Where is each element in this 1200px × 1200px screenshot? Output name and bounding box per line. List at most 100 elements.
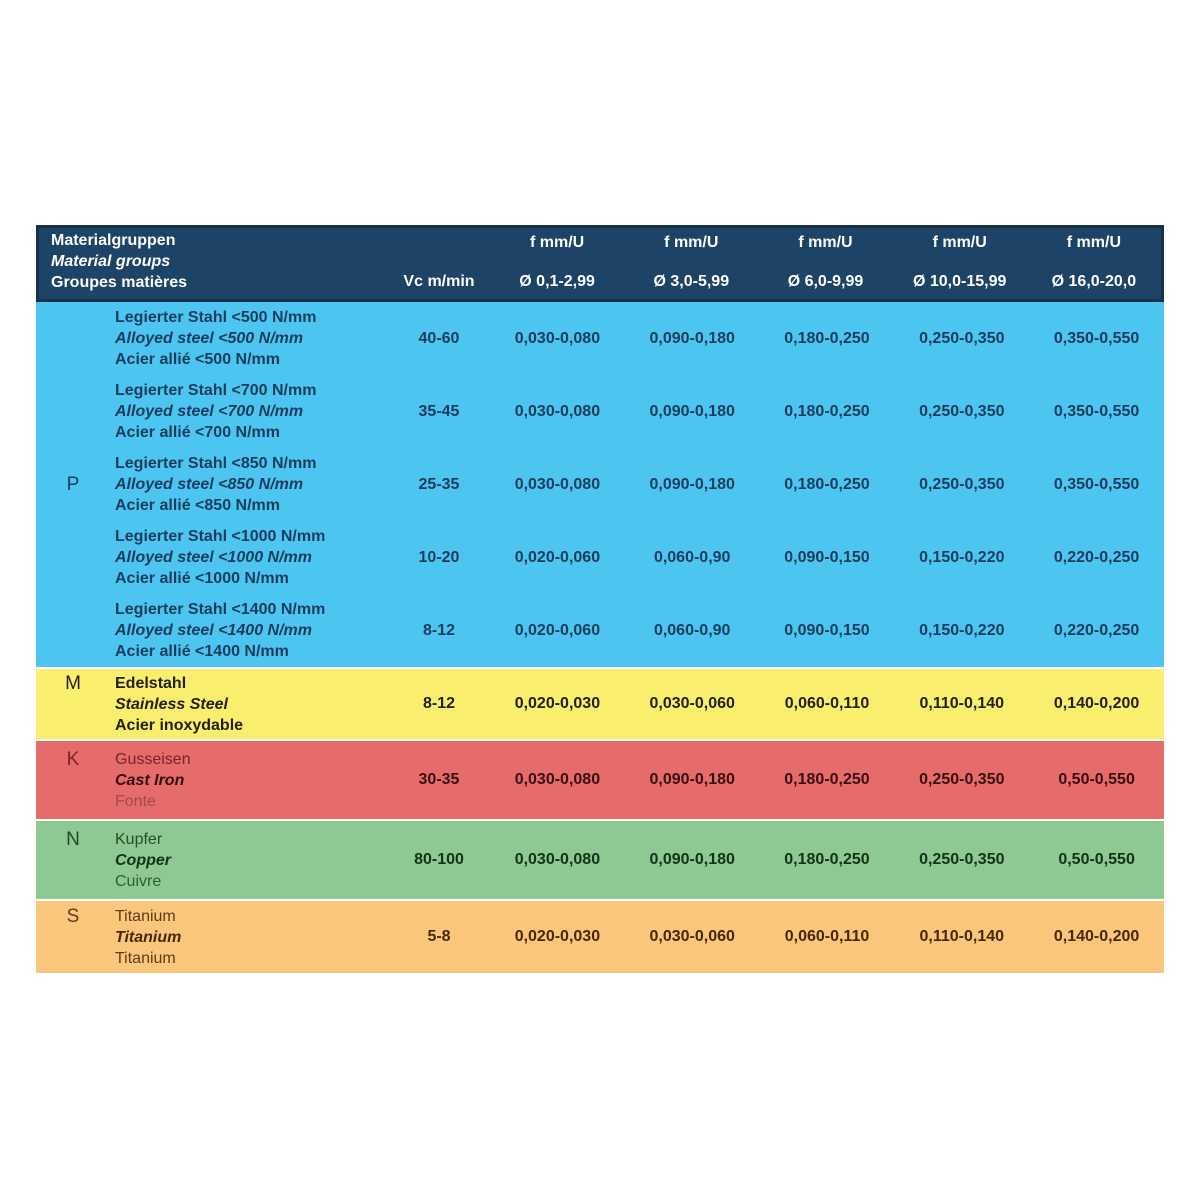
feed-value: 0,250-0,350 <box>919 329 1005 347</box>
feed-value: 0,090-0,150 <box>784 548 870 566</box>
material-name-fr: Titanium <box>115 949 176 967</box>
material-name-fr: Acier inoxydable <box>115 716 244 734</box>
diameter-range-label: Ø 6,0-9,99 <box>787 273 864 290</box>
group-letter: M <box>65 672 81 694</box>
feed-value: 0,110-0,140 <box>919 695 1005 712</box>
feed-value: 0,350-0,550 <box>1053 402 1140 420</box>
feed-value: 0,140-0,200 <box>1053 695 1140 712</box>
feed-value: 0,060-0,110 <box>784 695 870 712</box>
feed-column-header-4: f mm/U Ø 16,0-20,0 <box>1027 228 1161 299</box>
feed-value: 0,250-0,350 <box>919 851 1005 868</box>
material-names: Edelstahl Stainless Steel Acier inoxydable <box>110 669 388 739</box>
feed-value: 0,180-0,250 <box>784 851 870 868</box>
vc-value: 8-12 <box>422 695 456 712</box>
vc-value: 35-45 <box>418 402 460 420</box>
material-groups-heading: Materialgruppen Material groups Groupes … <box>39 228 388 299</box>
feed-value: 0,020-0,030 <box>514 695 601 712</box>
material-row: Legierter Stahl <500 N/mm Alloyed steel <… <box>110 302 1164 375</box>
material-name-fr: Acier allié <1400 N/mm <box>115 643 289 660</box>
feed-value: 0,180-0,250 <box>784 329 870 347</box>
material-names: Legierter Stahl <500 N/mm Alloyed steel <… <box>110 302 388 375</box>
material-name-fr: Acier allié <500 N/mm <box>115 351 280 368</box>
material-name-en: Titanium <box>115 928 182 946</box>
diameter-range-label: Ø 10,0-15,99 <box>912 273 1007 290</box>
material-name-en: Stainless Steel <box>115 695 228 713</box>
vc-column-header: Vc m/min <box>403 273 475 290</box>
feed-value: 0,150-0,220 <box>919 548 1005 566</box>
material-names: Legierter Stahl <700 N/mm Alloyed steel <… <box>110 375 388 448</box>
feed-value: 0,060-0,90 <box>653 548 731 566</box>
material-name-de: Edelstahl <box>115 674 187 692</box>
feed-value: 0,060-0,90 <box>653 621 731 639</box>
heading-fr: Groupes matières <box>51 274 188 291</box>
group-rows: Kupfer Copper Cuivre 80-100 0,030-0,080 0,090… <box>110 821 1164 899</box>
feed-value: 0,220-0,250 <box>1053 548 1140 566</box>
feed-unit-label: f mm/U <box>664 234 719 251</box>
feed-value: 0,030-0,080 <box>514 851 601 868</box>
feed-value: 0,250-0,350 <box>919 402 1005 420</box>
diameter-range-label: Ø 0,1-2,99 <box>519 273 595 290</box>
group-rows: Legierter Stahl <500 N/mm Alloyed steel <… <box>110 302 1164 667</box>
feed-value: 0,090-0,180 <box>649 329 735 347</box>
feed-value: 0,350-0,550 <box>1053 329 1140 347</box>
material-name-fr: Acier allié <1000 N/mm <box>115 570 289 587</box>
vc-value: 8-12 <box>422 621 456 639</box>
material-name-de: Legierter Stahl <850 N/mm <box>115 455 317 472</box>
feed-value: 0,090-0,180 <box>649 851 735 868</box>
diameter-range-label: Ø 3,0-5,99 <box>653 273 730 290</box>
material-name-de: Legierter Stahl <1000 N/mm <box>115 528 326 545</box>
material-row: Gusseisen Cast Iron Fonte 30-35 0,030-0,080 0… <box>110 741 1164 819</box>
section-S: S Titanium Titanium Titanium 5-8 0,020-0,030 0… <box>36 901 1164 973</box>
feed-column-header-1: f mm/U Ø 3,0-5,99 <box>624 228 758 299</box>
feed-value: 0,150-0,220 <box>919 621 1005 639</box>
feed-value: 0,090-0,180 <box>649 771 735 788</box>
material-row: Titanium Titanium Titanium 5-8 0,020-0,030 0,… <box>110 901 1164 973</box>
group-rows: Titanium Titanium Titanium 5-8 0,020-0,030 0,… <box>110 901 1164 973</box>
group-letter-cell: N <box>36 821 110 899</box>
material-name-en: Cast Iron <box>115 771 185 789</box>
cutting-data-table: Materialgruppen Material groups Groupes … <box>36 225 1164 973</box>
material-name-de: Gusseisen <box>115 750 191 768</box>
feed-value: 0,030-0,080 <box>514 475 601 493</box>
feed-value: 0,020-0,030 <box>514 928 601 945</box>
vc-value: 10-20 <box>418 548 460 566</box>
material-name-de: Legierter Stahl <1400 N/mm <box>115 601 326 618</box>
feed-value: 0,020-0,060 <box>514 621 601 639</box>
feed-unit-label: f mm/U <box>1066 234 1121 251</box>
material-name-fr: Acier allié <850 N/mm <box>115 497 280 514</box>
vc-value: 5-8 <box>427 928 451 945</box>
group-letter-cell: M <box>36 669 110 739</box>
heading-en: Material groups <box>51 253 171 270</box>
feed-value: 0,50-0,550 <box>1058 851 1135 868</box>
feed-unit-label: f mm/U <box>798 234 853 251</box>
feed-column-header-2: f mm/U Ø 6,0-9,99 <box>758 228 892 299</box>
material-row: Legierter Stahl <850 N/mm Alloyed steel <… <box>110 448 1164 521</box>
feed-value: 0,350-0,550 <box>1053 475 1140 493</box>
group-letter: K <box>66 748 80 770</box>
group-letter: P <box>66 473 80 495</box>
feed-value: 0,180-0,250 <box>784 771 870 788</box>
group-letter-cell: K <box>36 741 110 819</box>
feed-unit-label: f mm/U <box>932 234 987 251</box>
feed-value: 0,250-0,350 <box>919 771 1005 788</box>
heading-de: Materialgruppen <box>51 232 176 249</box>
material-name-en: Alloyed steel <500 N/mm <box>115 330 304 347</box>
table-header: Materialgruppen Material groups Groupes … <box>36 225 1164 302</box>
group-rows: Gusseisen Cast Iron Fonte 30-35 0,030-0,080 0… <box>110 741 1164 819</box>
group-letter: N <box>66 828 80 850</box>
material-name-en: Alloyed steel <1000 N/mm <box>115 549 312 566</box>
feed-value: 0,030-0,080 <box>514 402 601 420</box>
table-body: P Legierter Stahl <500 N/mm Alloyed steel … <box>36 302 1164 973</box>
feed-value: 0,030-0,060 <box>649 695 735 712</box>
feed-value: 0,220-0,250 <box>1053 621 1140 639</box>
material-row: Legierter Stahl <700 N/mm Alloyed steel <… <box>110 375 1164 448</box>
material-row: Legierter Stahl <1400 N/mm Alloyed steel … <box>110 594 1164 667</box>
feed-value: 0,110-0,140 <box>919 928 1005 945</box>
group-letter-cell: S <box>36 901 110 973</box>
feed-value: 0,030-0,080 <box>514 771 601 788</box>
feed-column-header-3: f mm/U Ø 10,0-15,99 <box>893 228 1027 299</box>
material-name-fr: Fonte <box>115 792 156 810</box>
section-N: N Kupfer Copper Cuivre 80-100 0,030-0,080 0,09… <box>36 821 1164 899</box>
material-name-fr: Cuivre <box>115 872 162 890</box>
section-P: P Legierter Stahl <500 N/mm Alloyed steel … <box>36 302 1164 667</box>
